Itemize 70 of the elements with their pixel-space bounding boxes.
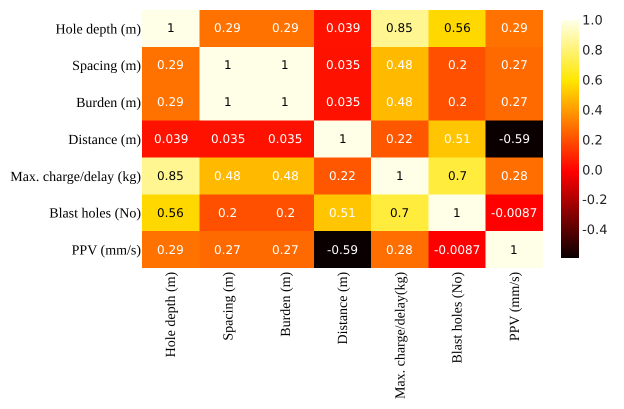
data-label: -0.59	[327, 243, 358, 257]
color-bar-label: 1.0	[582, 14, 603, 29]
data-label: 0.035	[268, 132, 302, 146]
data-label: 1	[510, 243, 518, 257]
data-label: 0.56	[444, 21, 471, 35]
data-label: 0.85	[157, 169, 184, 183]
data-label: 1	[281, 58, 289, 72]
data-label: 0.7	[390, 206, 410, 220]
data-label: 1	[224, 95, 232, 109]
data-label: 0.039	[326, 21, 360, 35]
data-label: 0.27	[501, 58, 528, 72]
color-bar-label: 0.0	[582, 163, 603, 178]
data-label: 0.51	[444, 132, 471, 146]
data-label: 0.29	[157, 95, 184, 109]
y-tick-label: Hole depth (m)	[55, 22, 142, 38]
y-tick-label: Spacing (m)	[72, 59, 142, 74]
data-label: 0.48	[214, 169, 241, 183]
data-label: 0.035	[211, 132, 246, 146]
data-label: 1	[281, 95, 289, 109]
data-label: 0.28	[501, 169, 528, 183]
data-label: 0.48	[386, 58, 413, 72]
data-label: 1	[339, 132, 347, 146]
data-label: 0.29	[272, 21, 299, 35]
x-tick-label: Spacing (m)	[221, 271, 236, 341]
y-tick-label: Burden (m)	[76, 96, 142, 112]
data-label: -0.59	[499, 132, 530, 146]
x-tick-label: PPV (mm/s)	[508, 271, 523, 342]
color-bar-label: -0.2	[582, 193, 608, 208]
data-label: 0.48	[272, 169, 299, 183]
data-label: 0.27	[214, 243, 241, 257]
data-label: 0.28	[386, 243, 413, 257]
data-label: -0.0087	[491, 206, 538, 220]
data-label: 1	[167, 21, 175, 35]
x-tick-label: Burden (m)	[278, 271, 294, 337]
data-label: 0.035	[326, 58, 360, 72]
data-label: 0.22	[329, 169, 356, 183]
y-tick-label: Blast holes (No)	[49, 206, 142, 222]
data-label: 0.7	[448, 169, 468, 183]
color-bar-label: 0.4	[582, 103, 603, 118]
data-label: 0.22	[386, 132, 413, 146]
color-bar-label: 0.8	[582, 43, 603, 58]
data-label: 0.29	[157, 58, 184, 72]
data-label: 0.27	[272, 243, 299, 257]
data-label: 0.27	[501, 95, 528, 109]
data-label: -0.0087	[434, 243, 480, 257]
data-label: 1	[396, 169, 404, 183]
y-tick-label: Distance (m)	[68, 132, 142, 148]
x-tick-label: Max. charge/delay(kg)	[393, 271, 408, 400]
data-label: 0.2	[448, 58, 468, 72]
data-label: 0.29	[214, 21, 241, 35]
x-tick-label: Distance (m)	[336, 271, 352, 345]
color-bar-label: -0.4	[582, 223, 608, 238]
data-label: 0.2	[218, 206, 238, 220]
y-tick-label: PPV (mm/s)	[72, 243, 142, 258]
data-label: 0.29	[501, 21, 528, 35]
data-label: 0.56	[157, 206, 184, 220]
color-bar-label: 0.2	[582, 133, 603, 148]
data-label: 0.51	[329, 206, 356, 220]
data-label: 0.039	[154, 132, 188, 146]
y-tick-label: Max. charge/delay (kg)	[10, 170, 142, 185]
data-label: 0.29	[157, 243, 184, 257]
data-label: 0.2	[276, 206, 296, 220]
data-label: 0.035	[326, 95, 360, 109]
data-label: 0.48	[386, 95, 413, 109]
data-label: 1	[453, 206, 461, 220]
color-bar-label: 0.6	[582, 73, 603, 88]
data-label: 0.2	[448, 95, 468, 109]
data-label: 0.85	[386, 21, 413, 35]
x-tick-label: Blast holes (No)	[450, 271, 466, 364]
data-label: 1	[224, 58, 232, 72]
